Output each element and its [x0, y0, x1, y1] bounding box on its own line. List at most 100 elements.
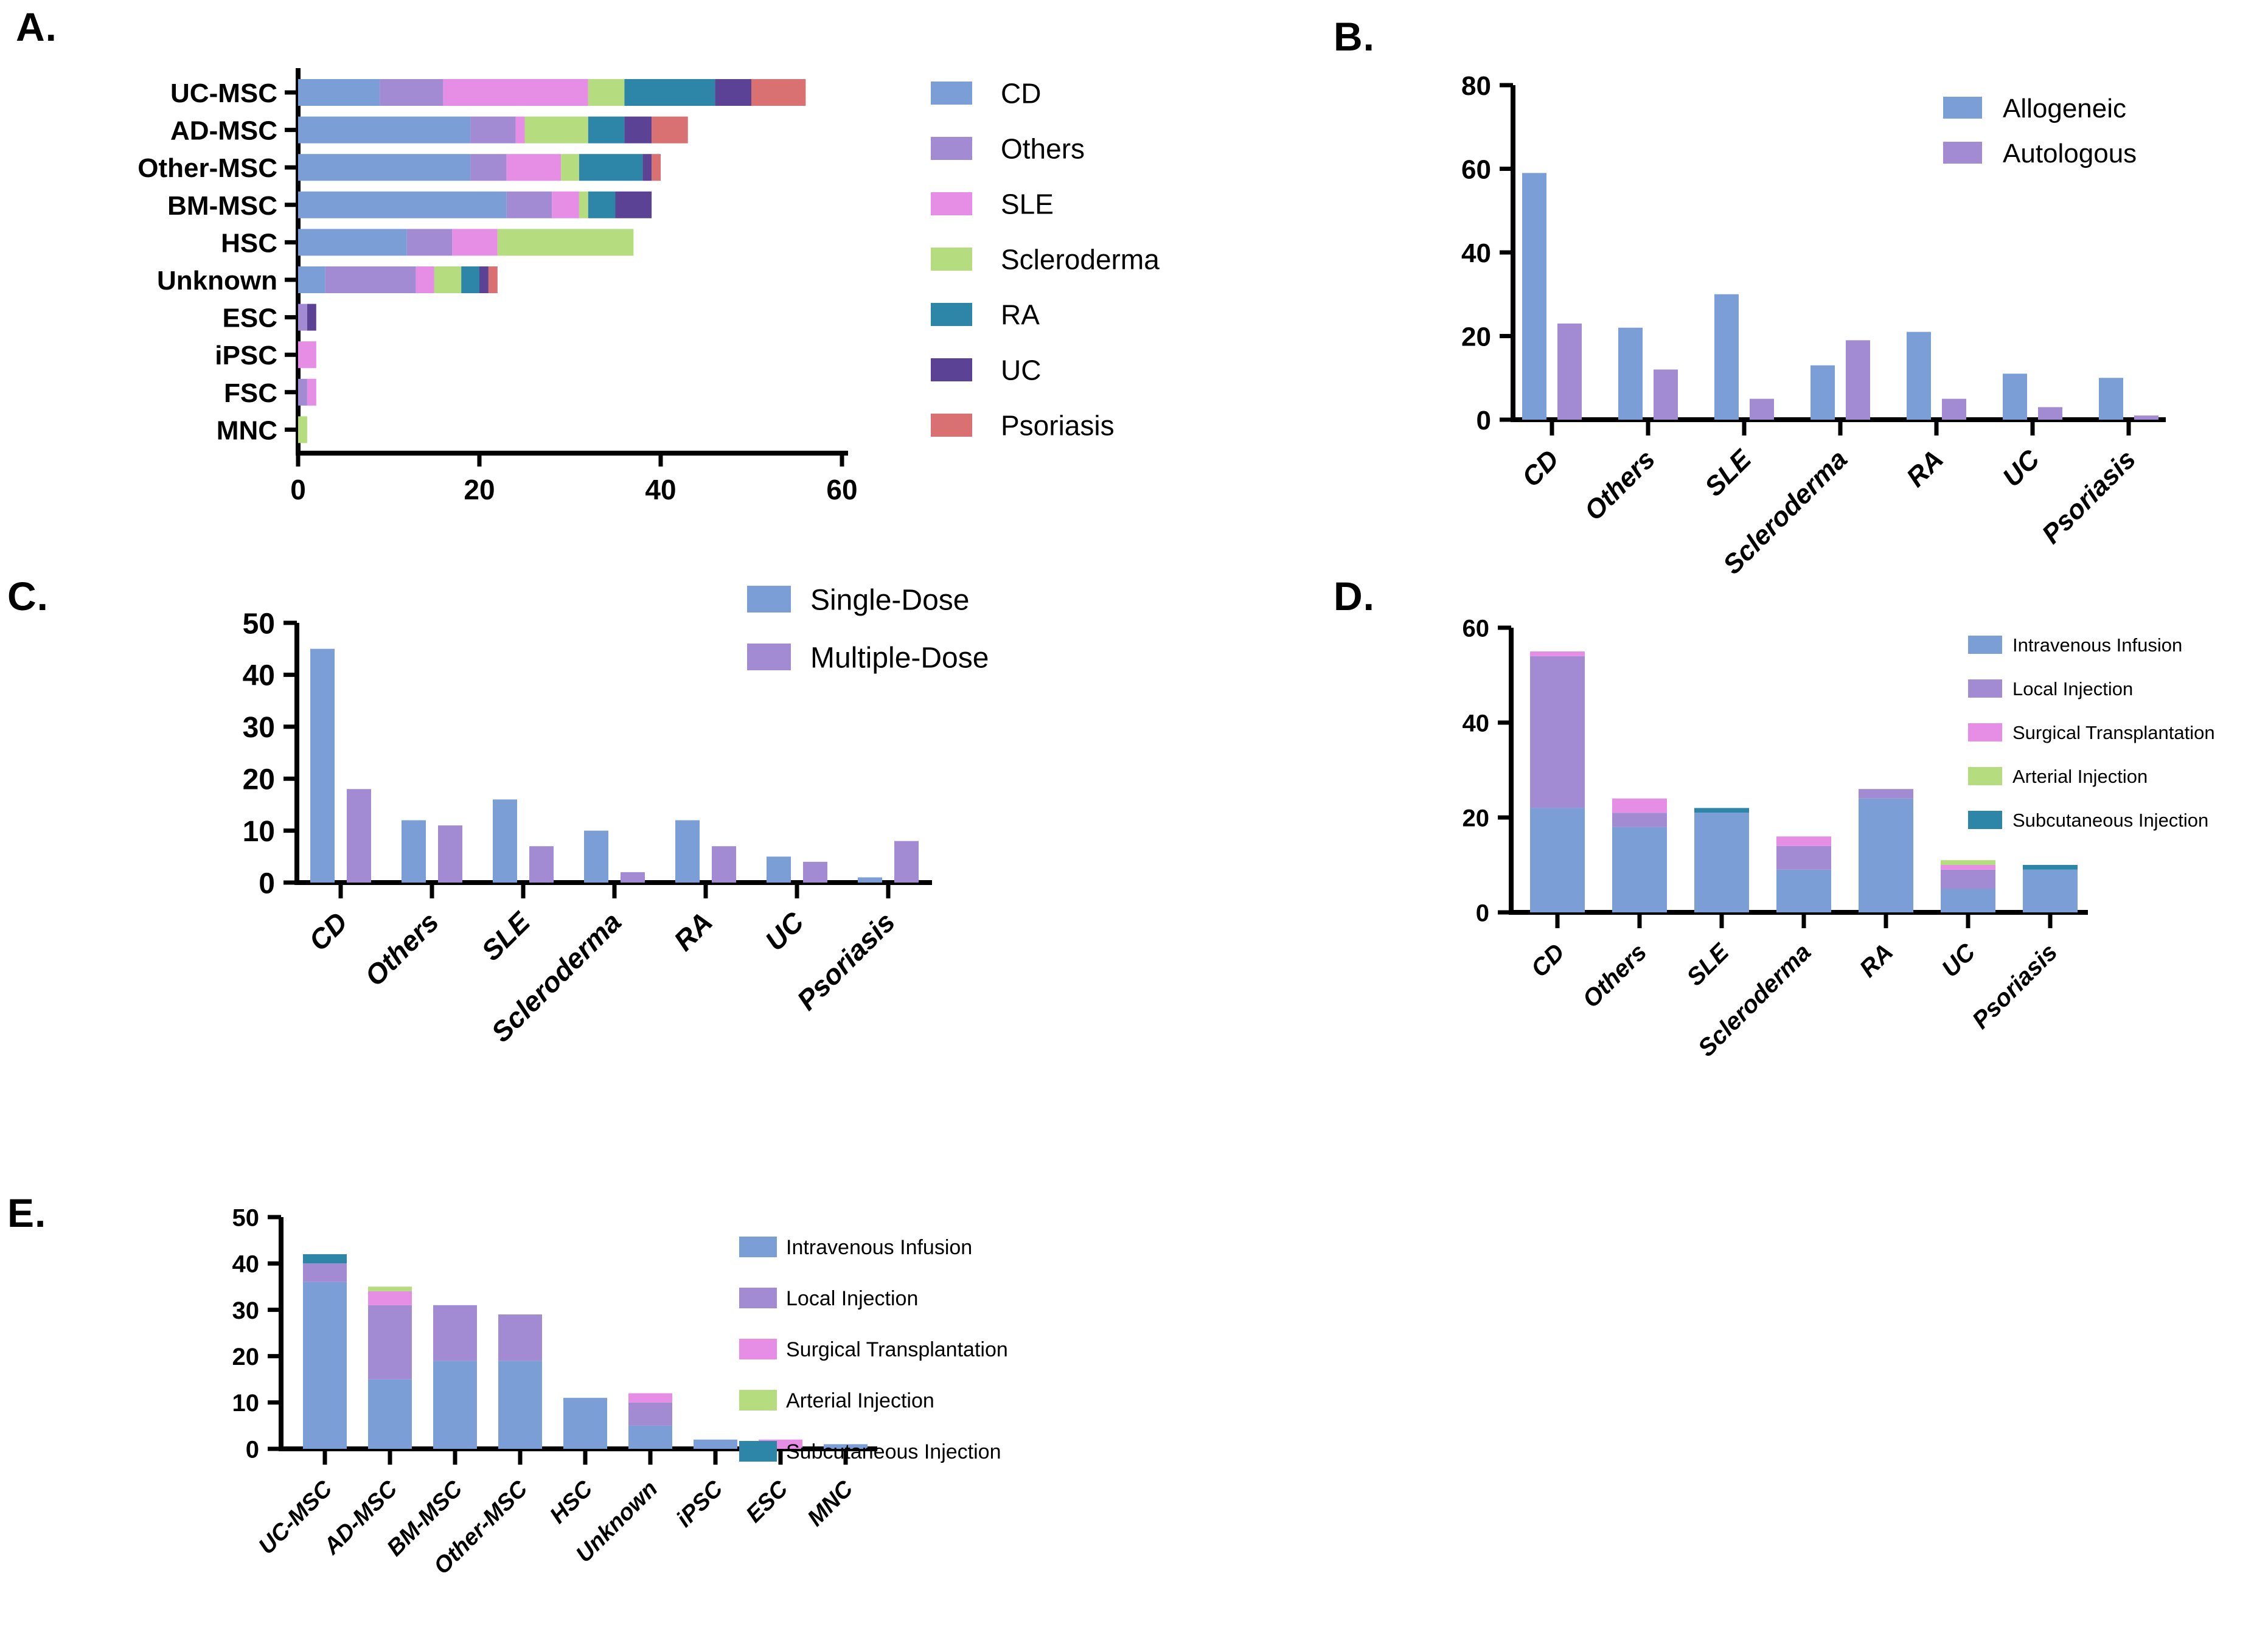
y-tick-label: 20 — [232, 1344, 260, 1370]
bar-Others-Allogeneic — [1618, 327, 1643, 420]
x-tick-label: 20 — [464, 474, 495, 505]
x-tick-label: 0 — [290, 474, 306, 505]
bar-MNC-Scleroderma — [298, 416, 307, 443]
bar-BM-MSC-Local Injection — [433, 1305, 477, 1361]
legend-swatch-SLE — [931, 192, 972, 215]
category-label-Others: Others — [1577, 939, 1652, 1013]
legend-swatch-Intravenous Infusion — [1968, 636, 2002, 654]
bar-Unknown-Intravenous Infusion — [628, 1425, 672, 1449]
bar-CD-Autologous — [1557, 323, 1582, 420]
bar-FSC-Others — [298, 378, 307, 406]
bar-SLE-Allogeneic — [1714, 294, 1739, 420]
bar-Others-Single-Dose — [402, 820, 426, 883]
category-label-UC: UC — [1997, 444, 2045, 493]
bar-Others-Intravenous Infusion — [1612, 827, 1667, 912]
bar-SLE-Autologous — [1750, 398, 1774, 420]
y-tick-label: 40 — [232, 1251, 260, 1278]
bar-Psoriasis-Allogeneic — [2099, 378, 2123, 420]
legend-label-RA: RA — [1001, 299, 1040, 331]
legend-swatch-Arterial Injection — [739, 1390, 777, 1411]
legend-label-Intravenous Infusion: Intravenous Infusion — [786, 1236, 972, 1259]
category-label-MNC: MNC — [217, 415, 277, 445]
bar-UC-MSC-CD — [298, 79, 380, 106]
legend-swatch-Local Injection — [1968, 679, 2002, 698]
bar-CD-Intravenous Infusion — [1530, 808, 1585, 912]
bar-RA-Local Injection — [1859, 789, 1913, 799]
category-label-AD-MSC: AD-MSC — [170, 116, 277, 146]
legend-swatch-Single-Dose — [747, 586, 791, 613]
y-tick-label: 0 — [1476, 900, 1489, 926]
category-label-Others: Others — [358, 906, 445, 992]
category-label-MNC: MNC — [802, 1476, 858, 1531]
category-label-UC-MSC: UC-MSC — [170, 78, 277, 108]
bar-iPSC-Intravenous Infusion — [694, 1439, 737, 1449]
bar-iPSC-SLE — [298, 341, 316, 369]
y-tick-label: 20 — [1463, 805, 1490, 831]
panel-label-E: E. — [7, 1190, 47, 1235]
category-label-Other-MSC: Other-MSC — [137, 153, 277, 183]
bar-Psoriasis-Intravenous Infusion — [2023, 869, 2078, 912]
bar-RA-Single-Dose — [675, 820, 700, 883]
legend-swatch-Surgical Transplantation — [739, 1339, 777, 1359]
bar-BM-MSC-Others — [506, 191, 552, 218]
y-tick-label: 0 — [1477, 406, 1491, 436]
category-label-SLE: SLE — [475, 905, 537, 967]
bar-UC-MSC-Scleroderma — [588, 79, 625, 106]
y-tick-label: 10 — [232, 1390, 260, 1417]
legend-label-CD: CD — [1001, 78, 1041, 109]
bar-Others-Autologous — [1654, 369, 1678, 420]
bar-ESC-UC — [307, 304, 316, 331]
legend-label-Scleroderma: Scleroderma — [1001, 244, 1160, 276]
bar-Others-Surgical Transplantation — [1612, 798, 1667, 813]
bar-Other-MSC-CD — [298, 154, 471, 181]
legend-label-Arterial Injection: Arterial Injection — [2012, 766, 2148, 787]
legend-swatch-Intravenous Infusion — [739, 1237, 777, 1257]
bar-UC-Multiple-Dose — [803, 861, 827, 883]
category-label-SLE: SLE — [1699, 443, 1758, 502]
bar-RA-Multiple-Dose — [712, 846, 736, 883]
bar-UC-Single-Dose — [767, 856, 791, 883]
bar-Scleroderma-Intravenous Infusion — [1776, 869, 1831, 912]
legend-label-Local Injection: Local Injection — [2012, 678, 2133, 699]
bar-Other-MSC-Psoriasis — [652, 154, 661, 181]
bar-Psoriasis-Single-Dose — [858, 877, 882, 883]
bar-UC-Allogeneic — [2003, 373, 2027, 420]
bar-ESC-Others — [298, 304, 307, 331]
bar-AD-MSC-Surgical Transplantation — [368, 1291, 412, 1305]
bar-Unknown-RA — [461, 266, 479, 293]
bar-Unknown-Scleroderma — [434, 266, 462, 293]
bar-CD-Surgical Transplantation — [1530, 651, 1585, 656]
y-tick-label: 80 — [1461, 71, 1491, 101]
bar-Unknown-Psoriasis — [488, 266, 498, 293]
bar-AD-MSC-SLE — [515, 116, 525, 144]
bar-CD-Single-Dose — [310, 648, 335, 883]
bar-BM-MSC-SLE — [552, 191, 579, 218]
bar-Other-MSC-RA — [579, 154, 643, 181]
bar-AD-MSC-Local Injection — [368, 1305, 412, 1380]
category-label-ESC: ESC — [741, 1476, 793, 1527]
legend-swatch-Subcutaneous Injection — [739, 1441, 777, 1462]
legend-label-Surgical Transplantation: Surgical Transplantation — [786, 1338, 1008, 1361]
category-label-BM-MSC: BM-MSC — [167, 191, 277, 221]
category-label-iPSC: iPSC — [672, 1476, 728, 1532]
legend-label-SLE: SLE — [1001, 189, 1054, 220]
bar-RA-Autologous — [1942, 398, 1966, 420]
legend-label-Autologous: Autologous — [2003, 139, 2137, 168]
bar-UC-MSC-RA — [624, 79, 715, 106]
legend-label-Multiple-Dose: Multiple-Dose — [810, 642, 989, 674]
bar-Psoriasis-Subcutaneous Injection — [2023, 865, 2078, 870]
bar-Other-MSC-SLE — [506, 154, 562, 181]
y-tick-label: 0 — [259, 867, 275, 900]
bar-UC-Arterial Injection — [1941, 860, 1995, 865]
bar-AD-MSC-UC — [624, 116, 652, 144]
category-label-CD: CD — [1526, 939, 1570, 982]
bar-AD-MSC-CD — [298, 116, 471, 144]
category-label-Psoriasis: Psoriasis — [2036, 444, 2141, 549]
bar-UC-MSC-Psoriasis — [751, 79, 806, 106]
panel-label-C: C. — [7, 574, 49, 619]
legend-swatch-Others — [931, 137, 972, 160]
bar-Unknown-UC — [479, 266, 489, 293]
legend-swatch-Scleroderma — [931, 248, 972, 271]
